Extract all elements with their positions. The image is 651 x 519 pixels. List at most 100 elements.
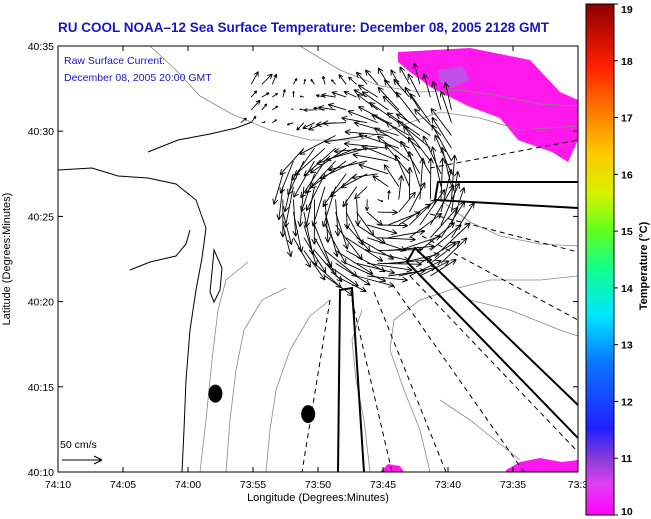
current-vector — [383, 164, 400, 187]
current-vector — [409, 93, 431, 123]
current-vector — [303, 78, 307, 85]
colorbar-tick-label: 14 — [621, 283, 633, 295]
current-vector — [361, 145, 399, 162]
current-vector — [367, 275, 408, 283]
current-vector — [356, 275, 395, 288]
inset-line-1: Raw Surface Current: — [64, 55, 165, 67]
current-vector — [325, 147, 368, 162]
x-tick-label: 73:55 — [240, 479, 266, 491]
current-vector — [440, 222, 471, 251]
y-tick-label: 40:35 — [28, 41, 54, 53]
bathymetry-contour-9 — [439, 199, 578, 247]
colorbar-tick-label: 17 — [621, 113, 633, 125]
x-tick-label: 73:50 — [305, 479, 331, 491]
current-vector — [279, 147, 305, 176]
sst-patch-upper-right — [398, 48, 578, 162]
sst-patch-bottom-small — [380, 464, 404, 472]
x-tick-label: 74:00 — [175, 479, 201, 491]
current-vector — [271, 73, 278, 85]
current-vector — [283, 186, 294, 228]
x-tick-label: 74:10 — [45, 479, 71, 491]
current-vector — [372, 175, 389, 187]
current-vector — [398, 174, 405, 200]
current-vector — [304, 186, 315, 228]
current-vector — [364, 69, 379, 85]
current-vector — [451, 187, 466, 226]
current-vector — [261, 121, 266, 124]
current-vector — [358, 163, 389, 175]
current-vector — [322, 120, 347, 127]
nj-coastline — [58, 167, 207, 472]
current-vector — [419, 222, 456, 251]
current-vector — [321, 92, 336, 99]
current-vector — [345, 224, 371, 253]
current-vector — [272, 105, 279, 111]
bathymetry-contour-1 — [199, 261, 249, 472]
current-vector — [316, 147, 357, 166]
current-vector — [272, 119, 277, 124]
current-vector — [409, 182, 426, 213]
current-vector — [387, 190, 391, 200]
current-vector — [272, 173, 284, 205]
current-vector — [345, 250, 386, 273]
buoy-marker — [208, 384, 223, 403]
current-vector — [430, 224, 462, 251]
current-vectors — [240, 62, 475, 297]
colorbar-tick-label: 12 — [621, 396, 633, 408]
bathymetry-contour-6 — [469, 299, 578, 337]
current-vector — [377, 135, 410, 162]
current-vector — [322, 173, 347, 208]
bathymetry-contour-10 — [439, 399, 521, 461]
current-vector — [335, 211, 349, 250]
current-vector — [303, 212, 315, 255]
current-vector — [351, 173, 378, 180]
current-vector — [431, 117, 452, 149]
current-vector — [293, 78, 298, 85]
current-vector — [319, 160, 357, 180]
current-vector — [353, 89, 368, 98]
current-vector — [440, 237, 468, 264]
current-vector — [443, 82, 452, 111]
current-vector — [377, 67, 389, 85]
radar-dashed-beams — [301, 139, 578, 472]
current-vector — [292, 199, 299, 237]
staten-island-shore — [129, 229, 191, 271]
current-vector — [345, 262, 387, 283]
current-vector — [364, 199, 370, 211]
current-vector — [338, 74, 347, 85]
current-vector — [367, 237, 407, 252]
current-vector — [293, 160, 315, 198]
buoy-marker — [301, 405, 316, 424]
current-vector — [303, 224, 318, 267]
current-vector — [282, 224, 293, 258]
long-island-coast — [147, 121, 253, 153]
current-vector — [377, 222, 408, 229]
current-vector — [343, 90, 357, 98]
current-vector — [286, 122, 294, 126]
y-axis-ticks: 40:10 40:15 40:20 40:25 40:30 40:35 — [28, 41, 578, 479]
current-vector — [335, 262, 371, 286]
y-tick-label: 40:20 — [28, 297, 54, 309]
current-vector — [352, 152, 389, 162]
current-vector — [324, 199, 331, 243]
current-vector — [240, 117, 247, 124]
current-vector — [327, 103, 347, 111]
current-vector — [293, 147, 326, 176]
current-vector — [422, 73, 431, 98]
current-vector — [356, 93, 378, 111]
current-vector — [377, 198, 384, 203]
current-vector — [293, 237, 311, 268]
current-vector — [439, 90, 452, 123]
current-vector — [377, 209, 399, 216]
bathymetry-contour-5 — [389, 275, 578, 472]
current-vector — [335, 224, 363, 261]
current-vector — [427, 157, 434, 200]
current-vector — [299, 135, 336, 155]
bathymetry-contour-2 — [225, 287, 287, 472]
current-vector — [390, 69, 400, 85]
radar-sector-upper — [433, 181, 578, 209]
current-vector — [419, 189, 446, 226]
sst-patches — [380, 48, 578, 472]
radar-sector-right — [405, 246, 578, 439]
current-vector — [357, 84, 378, 98]
